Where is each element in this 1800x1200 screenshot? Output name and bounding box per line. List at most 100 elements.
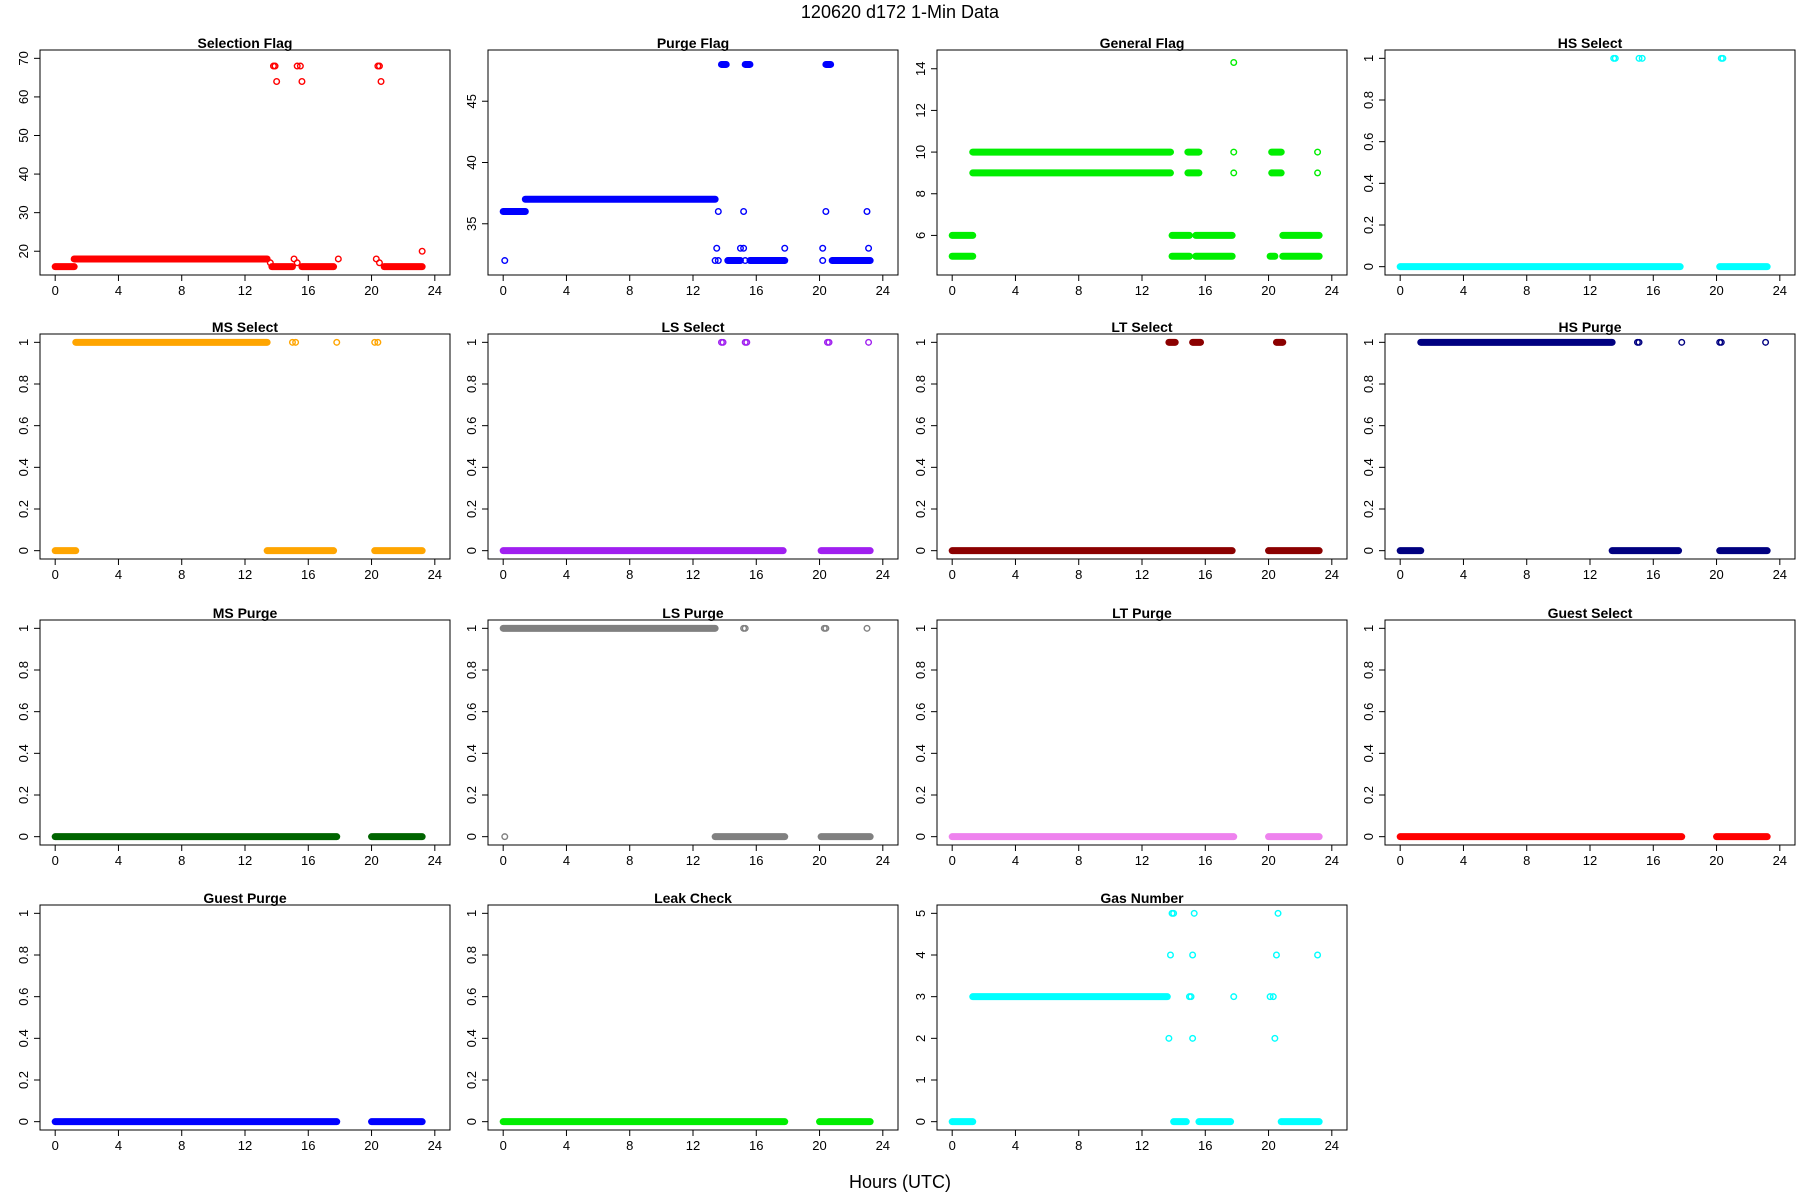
x-tick-label: 12 [1583, 567, 1597, 582]
panel-title: General Flag [1100, 35, 1185, 51]
data-point [1190, 909, 1198, 917]
x-tick-label: 12 [238, 567, 252, 582]
x-tick-label: 20 [364, 283, 378, 298]
x-tick-label: 12 [1135, 567, 1149, 582]
x-tick-label: 24 [876, 853, 890, 868]
x-tick-label: 4 [1460, 567, 1467, 582]
plot-frame [39, 904, 451, 1131]
x-tick-label: 0 [52, 1138, 59, 1153]
panel-title: Purge Flag [657, 35, 729, 51]
y-tick-label: 20 [16, 244, 31, 258]
x-tick-label: 16 [301, 853, 315, 868]
data-point [334, 255, 342, 263]
data-point [298, 77, 306, 85]
plot-frame [39, 49, 451, 276]
data-point [713, 244, 721, 252]
y-tick-label: 0 [1361, 547, 1376, 554]
data-point [371, 338, 379, 346]
x-tick-label: 20 [1709, 567, 1723, 582]
y-tick-label: 1 [464, 625, 479, 632]
x-tick-label: 20 [812, 567, 826, 582]
x-tick-label: 8 [178, 567, 185, 582]
x-tick-label: 20 [1261, 1138, 1275, 1153]
x-tick-label: 0 [52, 283, 59, 298]
y-tick-label: 0.6 [16, 988, 31, 1006]
panel-title: HS Select [1558, 35, 1623, 51]
data-point [288, 338, 296, 346]
data-point [501, 833, 509, 841]
data-point [719, 338, 727, 346]
x-tick-label: 8 [178, 1138, 185, 1153]
plot-frame [1384, 49, 1796, 276]
plot-frame [936, 904, 1348, 1131]
data-point [740, 208, 748, 216]
y-tick-label: 45 [464, 94, 479, 108]
panel-lt-select: LT Select 0 4 8 12 16 20 24 0 0.2 0.4 0.6 0.8 1 [913, 319, 1348, 582]
data-point [819, 244, 827, 252]
data-point [740, 244, 748, 252]
data-point [743, 338, 751, 346]
y-tick-label: 0.4 [16, 744, 31, 762]
data-point [1230, 148, 1238, 156]
data-point [1230, 993, 1238, 1001]
y-tick-label: 1 [16, 339, 31, 346]
y-tick-label: 0.8 [16, 946, 31, 964]
y-tick-label: 1 [913, 625, 928, 632]
y-tick-label: 0.8 [464, 946, 479, 964]
data-point [1230, 169, 1238, 177]
y-tick-label: 30 [16, 205, 31, 219]
y-tick-label: 40 [16, 167, 31, 181]
x-tick-label: 8 [1075, 1138, 1082, 1153]
y-tick-label: 50 [16, 128, 31, 142]
y-tick-label: 0.2 [464, 500, 479, 518]
panel-title: Guest Select [1548, 605, 1633, 621]
y-tick-label: 70 [16, 51, 31, 65]
y-tick-label: 0 [16, 1118, 31, 1125]
x-tick-label: 0 [949, 1138, 956, 1153]
panel-hs-select: HS Select 0 4 8 12 16 20 24 0 0.2 0.4 0.6 0.8 1 [1361, 35, 1796, 298]
panel-lt-purge: LT Purge 0 4 8 12 16 20 24 0 0.2 0.4 0.6 0.8 1 [913, 605, 1348, 868]
x-tick-label: 0 [52, 567, 59, 582]
y-tick-label: 6 [913, 232, 928, 239]
x-tick-label: 4 [115, 283, 122, 298]
y-tick-label: 12 [913, 103, 928, 117]
y-tick-label: 0.4 [913, 744, 928, 762]
x-tick-label: 0 [1397, 567, 1404, 582]
panel-guest-purge: Guest Purge 0 4 8 12 16 20 24 0 0.2 0.4 0.6 0.8 1 [16, 890, 451, 1153]
y-tick-label: 0 [913, 833, 928, 840]
x-tick-label: 20 [364, 567, 378, 582]
x-tick-label: 4 [563, 567, 570, 582]
x-tick-label: 16 [301, 1138, 315, 1153]
data-point [266, 259, 274, 267]
x-tick-label: 24 [1325, 1138, 1339, 1153]
x-tick-label: 12 [238, 283, 252, 298]
x-tick-label: 16 [1198, 1138, 1212, 1153]
y-tick-label: 3 [913, 993, 928, 1000]
plot-frame [1384, 333, 1796, 560]
x-tick-label: 24 [876, 567, 890, 582]
y-tick-label: 1 [1361, 55, 1376, 62]
y-tick-label: 0.4 [464, 744, 479, 762]
data-point [736, 244, 744, 252]
x-tick-label: 8 [626, 853, 633, 868]
x-tick-label: 0 [500, 853, 507, 868]
x-tick-label: 12 [686, 853, 700, 868]
x-tick-label: 16 [1646, 853, 1660, 868]
x-tick-label: 12 [1135, 1138, 1149, 1153]
x-tick-label: 20 [1709, 283, 1723, 298]
data-point [1266, 993, 1274, 1001]
x-tick-label: 4 [115, 853, 122, 868]
x-tick-label: 24 [876, 1138, 890, 1153]
data-point [714, 257, 722, 265]
y-tick-label: 0.2 [1361, 786, 1376, 804]
y-tick-label: 0.8 [913, 375, 928, 393]
plot-frame [487, 333, 899, 560]
y-tick-label: 0.2 [464, 786, 479, 804]
data-point [1719, 54, 1727, 62]
plot-frame [39, 333, 451, 560]
data-point [296, 62, 304, 70]
x-tick-label: 20 [812, 283, 826, 298]
data-point [1187, 993, 1195, 1001]
